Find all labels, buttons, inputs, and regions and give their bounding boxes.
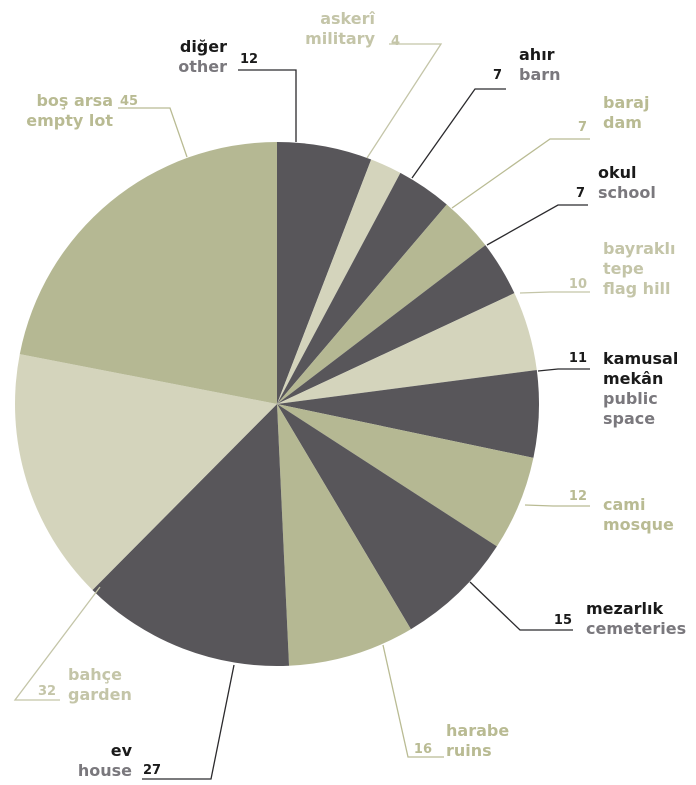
slice-value-dam: 7 xyxy=(578,120,587,135)
slice-label-tr-barn: ahır xyxy=(519,45,555,64)
slice-label-tr-flag-hill: tepe xyxy=(603,259,644,278)
leader-line-empty-lot xyxy=(118,107,188,158)
leader-line-barn xyxy=(411,88,506,179)
slice-label-en-house: house xyxy=(78,761,132,780)
slice-label-en-school: school xyxy=(598,183,656,202)
slice-label-en-public-space: public xyxy=(603,389,658,408)
leader-lines xyxy=(13,43,590,780)
pie-slice-flag-hill xyxy=(277,293,537,404)
leader-line-garden xyxy=(13,586,101,701)
pie-slice-garden xyxy=(14,354,277,590)
slice-label-tr-garden: bahçe xyxy=(68,665,122,684)
pie-slices xyxy=(14,142,539,666)
slice-label-en-garden: garden xyxy=(68,685,132,704)
slice-value-flag-hill: 10 xyxy=(569,277,587,292)
slice-label-en-other: other xyxy=(178,57,227,76)
slice-value-garden: 32 xyxy=(38,684,56,699)
pie-slice-empty-lot xyxy=(19,142,277,404)
pie-slice-dam xyxy=(277,204,486,404)
slice-label-en-ruins: ruins xyxy=(446,741,492,760)
leader-line-public-space xyxy=(537,368,590,372)
slice-label-en-barn: barn xyxy=(519,65,561,84)
slice-label-tr-other: diğer xyxy=(180,37,227,56)
slice-value-mosque: 12 xyxy=(569,489,587,504)
slice-label-tr-public-space: kamusal xyxy=(603,349,678,368)
slice-label-en-military: military xyxy=(305,29,375,48)
leader-line-mosque xyxy=(524,504,590,507)
leader-line-military xyxy=(366,43,443,159)
slice-label-tr-house: ev xyxy=(111,741,133,760)
slice-label-en-cemeteries: cemeteries xyxy=(586,619,686,638)
slice-label-en-empty-lot: empty lot xyxy=(26,111,113,130)
slice-value-empty-lot: 45 xyxy=(120,94,138,109)
slice-value-barn: 7 xyxy=(493,68,502,83)
slice-value-military: 4 xyxy=(391,34,400,49)
pie-slice-other xyxy=(277,142,372,404)
slice-label-tr-dam: baraj xyxy=(603,93,649,112)
leader-line-cemeteries xyxy=(469,581,573,631)
slice-value-cemeteries: 15 xyxy=(554,613,572,628)
slice-label-tr-military: askerî xyxy=(320,9,375,28)
slice-value-ruins: 16 xyxy=(414,742,432,757)
pie-slice-house xyxy=(92,404,290,666)
leader-line-flag-hill xyxy=(519,291,590,294)
slice-label-tr-mosque: cami xyxy=(603,495,645,514)
leader-line-house xyxy=(142,664,235,780)
slice-value-house: 27 xyxy=(143,763,161,778)
pie-slice-mosque xyxy=(277,404,534,547)
leader-line-dam xyxy=(451,138,590,209)
leader-line-school xyxy=(486,204,588,246)
slice-label-tr-empty-lot: boş arsa xyxy=(36,91,113,110)
pie-slice-military xyxy=(277,159,401,404)
slice-value-public-space: 11 xyxy=(569,351,587,366)
pie-slice-cemeteries xyxy=(277,404,497,630)
slice-label-en-mosque: mosque xyxy=(603,515,674,534)
slice-label-tr-ruins: harabe xyxy=(446,721,509,740)
pie-slice-barn xyxy=(277,172,447,404)
slice-label-tr-public-space: mekân xyxy=(603,369,663,388)
slice-label-en-public-space: space xyxy=(603,409,655,428)
leader-line-other xyxy=(238,69,297,142)
slice-label-tr-flag-hill: bayraklı xyxy=(603,239,675,258)
slice-label-tr-school: okul xyxy=(598,163,637,182)
slice-value-school: 7 xyxy=(576,186,585,201)
slice-label-en-dam: dam xyxy=(603,113,642,132)
pie-slice-school xyxy=(277,245,515,404)
slice-label-tr-cemeteries: mezarlık xyxy=(586,599,663,618)
slice-label-en-flag-hill: flag hill xyxy=(603,279,671,298)
pie-slice-public-space xyxy=(277,369,539,458)
leader-line-ruins xyxy=(382,644,444,758)
pie-slice-ruins xyxy=(277,404,411,666)
slice-value-other: 12 xyxy=(240,52,258,67)
